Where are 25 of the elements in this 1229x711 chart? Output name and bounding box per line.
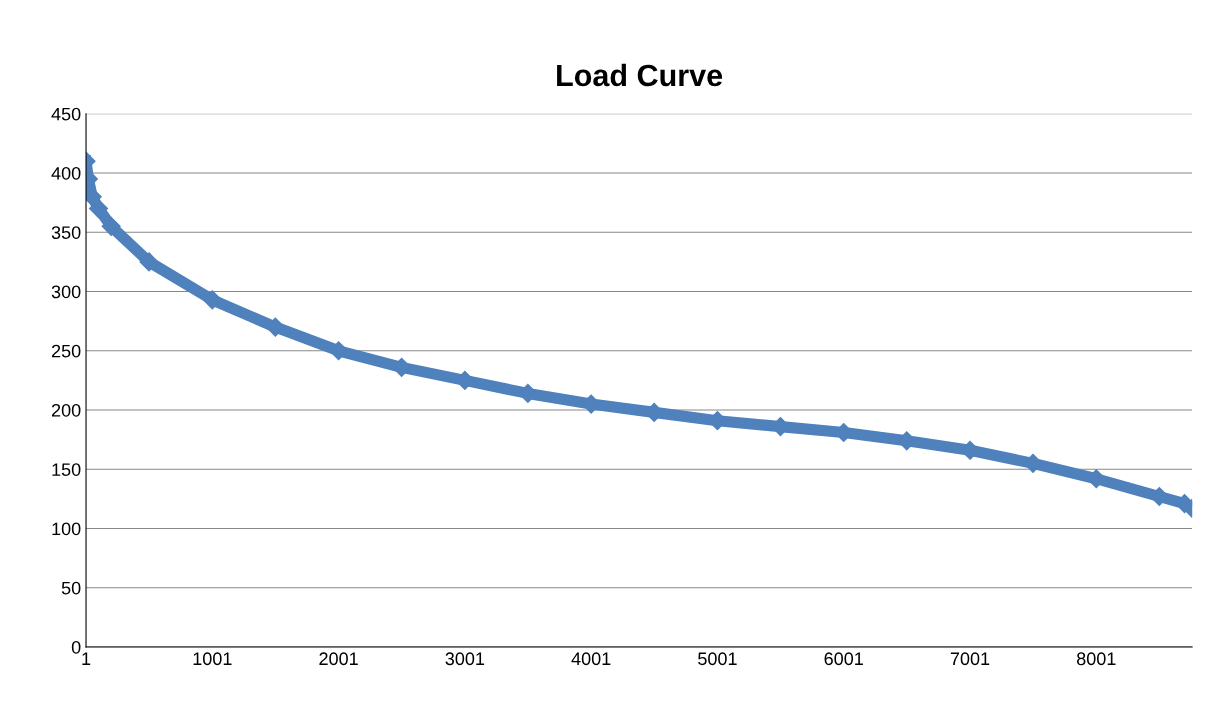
y-tick-label: 250 xyxy=(51,344,81,358)
y-tick-label: 0 xyxy=(71,640,81,654)
y-tick-label: 100 xyxy=(52,522,81,536)
x-tick-label: 8001 xyxy=(1076,652,1116,666)
y-tick-label: 300 xyxy=(51,285,81,299)
point xyxy=(88,199,109,219)
point xyxy=(202,290,222,310)
x-tick-label: 1 xyxy=(82,652,91,665)
x-tick-label: 1001 xyxy=(193,652,232,666)
x-tick-label: 2001 xyxy=(319,652,358,666)
y-tick-label: 150 xyxy=(52,463,81,476)
x-tick-label: 5001 xyxy=(698,652,737,666)
point xyxy=(101,216,121,236)
point xyxy=(265,317,285,337)
y-tick-label: 400 xyxy=(51,166,81,180)
x-tick-label: 4001 xyxy=(571,652,611,666)
x-tick-label: 6001 xyxy=(824,652,863,666)
y-tick-label: 450 xyxy=(51,107,81,121)
y-tick-label: 50 xyxy=(61,581,81,595)
x-tick-label: 3001 xyxy=(445,652,485,666)
y-tick-label: 350 xyxy=(51,226,81,239)
point xyxy=(139,252,159,272)
chart-title: Load Curve xyxy=(557,63,723,87)
x-tick-label: 7001 xyxy=(950,652,990,666)
y-tick-label: 200 xyxy=(51,403,81,417)
